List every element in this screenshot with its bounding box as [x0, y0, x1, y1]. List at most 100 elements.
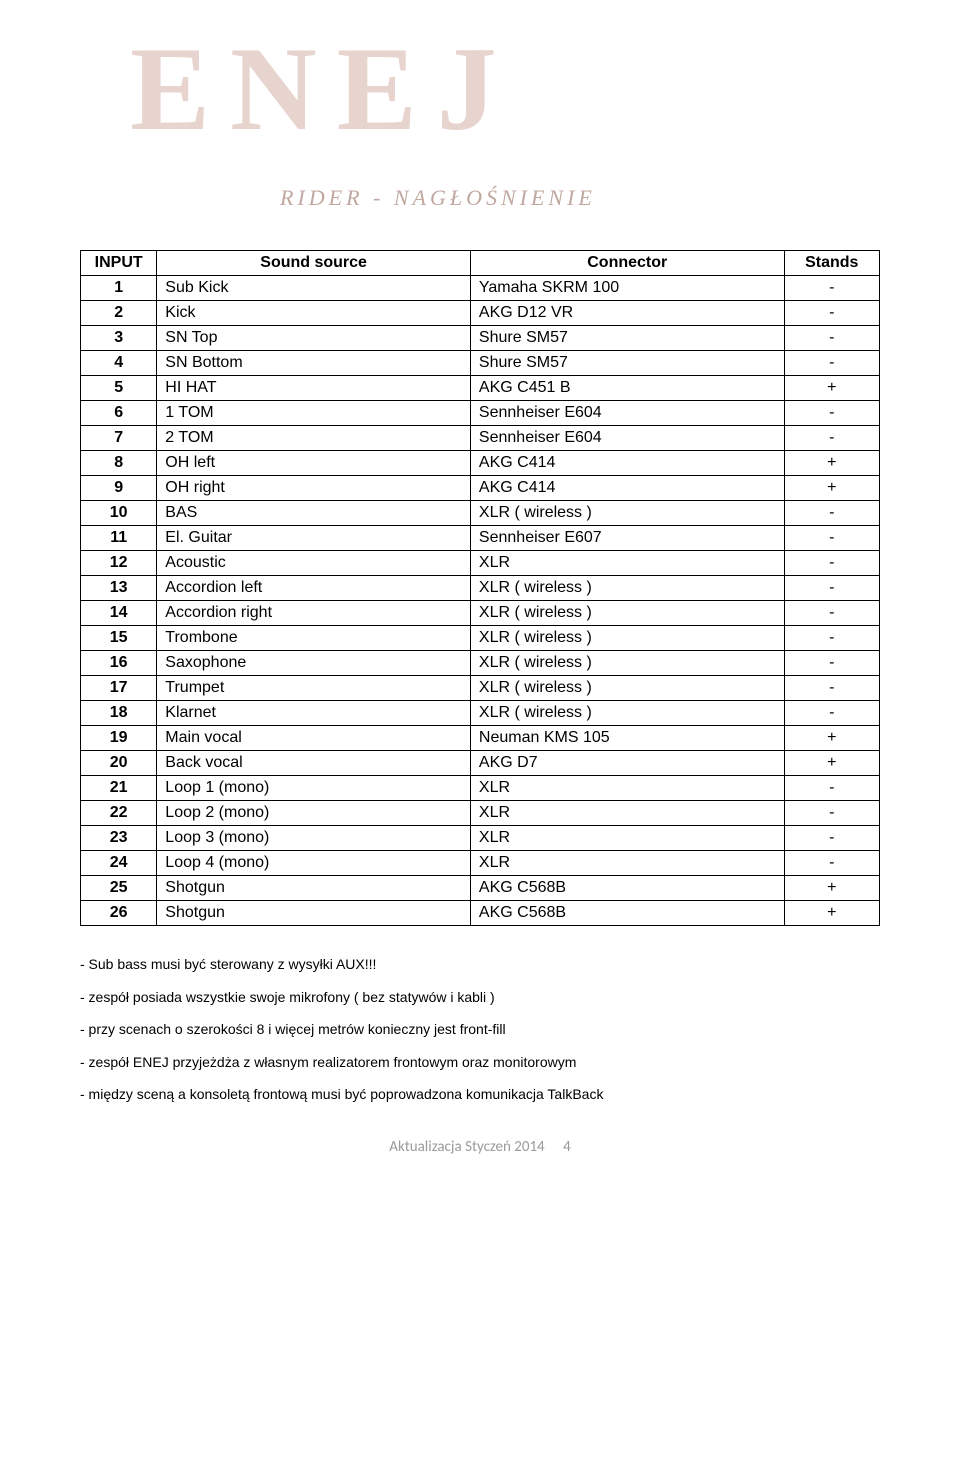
- col-connector: Connector: [470, 251, 784, 276]
- col-stands: Stands: [784, 251, 879, 276]
- table-cell: 2 TOM: [157, 426, 471, 451]
- table-cell: +: [784, 451, 879, 476]
- page-footer: Aktualizacja Styczeń 2014 4: [80, 1138, 880, 1156]
- table-cell: Shure SM57: [470, 326, 784, 351]
- table-row: 4SN BottomShure SM57-: [81, 351, 880, 376]
- note-line: - zespół posiada wszystkie swoje mikrofo…: [80, 984, 880, 1011]
- table-cell: 17: [81, 676, 157, 701]
- table-cell: SN Bottom: [157, 351, 471, 376]
- table-cell: BAS: [157, 501, 471, 526]
- table-cell: +: [784, 751, 879, 776]
- table-cell: 8: [81, 451, 157, 476]
- table-row: 19Main vocalNeuman KMS 105+: [81, 726, 880, 751]
- table-cell: -: [784, 801, 879, 826]
- table-row: 14Accordion rightXLR ( wireless )-: [81, 601, 880, 626]
- table-cell: Sennheiser E607: [470, 526, 784, 551]
- table-cell: XLR: [470, 776, 784, 801]
- table-cell: Trumpet: [157, 676, 471, 701]
- table-cell: Back vocal: [157, 751, 471, 776]
- table-cell: XLR ( wireless ): [470, 576, 784, 601]
- table-row: 17TrumpetXLR ( wireless )-: [81, 676, 880, 701]
- table-row: 20Back vocalAKG D7+: [81, 751, 880, 776]
- table-cell: -: [784, 426, 879, 451]
- table-cell: -: [784, 301, 879, 326]
- note-line: - Sub bass musi być sterowany z wysyłki …: [80, 951, 880, 978]
- document-page: ENEJ RIDER - NAGŁOŚNIENIE INPUT Sound so…: [0, 0, 960, 1186]
- table-cell: XLR ( wireless ): [470, 601, 784, 626]
- table-cell: 4: [81, 351, 157, 376]
- table-cell: 25: [81, 876, 157, 901]
- table-cell: +: [784, 876, 879, 901]
- table-row: 18KlarnetXLR ( wireless )-: [81, 701, 880, 726]
- table-cell: -: [784, 776, 879, 801]
- table-cell: 23: [81, 826, 157, 851]
- table-cell: Sub Kick: [157, 276, 471, 301]
- notes-section: - Sub bass musi być sterowany z wysyłki …: [80, 951, 880, 1108]
- table-cell: AKG C451 B: [470, 376, 784, 401]
- table-cell: AKG C568B: [470, 901, 784, 926]
- table-cell: 1 TOM: [157, 401, 471, 426]
- table-cell: -: [784, 351, 879, 376]
- table-row: 11El. GuitarSennheiser E607-: [81, 526, 880, 551]
- table-cell: 12: [81, 551, 157, 576]
- table-cell: XLR: [470, 551, 784, 576]
- table-row: 25ShotgunAKG C568B+: [81, 876, 880, 901]
- table-cell: 1: [81, 276, 157, 301]
- table-cell: 24: [81, 851, 157, 876]
- table-cell: Kick: [157, 301, 471, 326]
- col-input: INPUT: [81, 251, 157, 276]
- table-cell: AKG D12 VR: [470, 301, 784, 326]
- table-row: 3SN TopShure SM57-: [81, 326, 880, 351]
- table-cell: -: [784, 576, 879, 601]
- table-row: 2KickAKG D12 VR-: [81, 301, 880, 326]
- table-cell: XLR ( wireless ): [470, 501, 784, 526]
- table-cell: Main vocal: [157, 726, 471, 751]
- table-cell: -: [784, 401, 879, 426]
- table-cell: 18: [81, 701, 157, 726]
- table-row: 61 TOMSennheiser E604-: [81, 401, 880, 426]
- table-cell: Accordion left: [157, 576, 471, 601]
- table-cell: 2: [81, 301, 157, 326]
- table-row: 24Loop 4 (mono)XLR-: [81, 851, 880, 876]
- table-cell: Loop 1 (mono): [157, 776, 471, 801]
- table-cell: -: [784, 526, 879, 551]
- table-cell: 6: [81, 401, 157, 426]
- table-cell: El. Guitar: [157, 526, 471, 551]
- table-cell: -: [784, 601, 879, 626]
- note-line: - zespół ENEJ przyjeżdża z własnym reali…: [80, 1049, 880, 1076]
- table-cell: 11: [81, 526, 157, 551]
- table-header-row: INPUT Sound source Connector Stands: [81, 251, 880, 276]
- input-list-table: INPUT Sound source Connector Stands 1Sub…: [80, 250, 880, 926]
- table-row: 13Accordion leftXLR ( wireless )-: [81, 576, 880, 601]
- table-cell: XLR ( wireless ): [470, 701, 784, 726]
- logo-header: ENEJ RIDER - NAGŁOŚNIENIE: [80, 30, 880, 230]
- table-cell: AKG C414: [470, 476, 784, 501]
- table-cell: Saxophone: [157, 651, 471, 676]
- table-row: 5HI HATAKG C451 B+: [81, 376, 880, 401]
- table-cell: 19: [81, 726, 157, 751]
- table-cell: 10: [81, 501, 157, 526]
- table-cell: Sennheiser E604: [470, 426, 784, 451]
- logo-sub-text: RIDER - NAGŁOŚNIENIE: [280, 185, 596, 211]
- table-row: 15TromboneXLR ( wireless )-: [81, 626, 880, 651]
- table-cell: XLR ( wireless ): [470, 676, 784, 701]
- table-cell: Neuman KMS 105: [470, 726, 784, 751]
- table-cell: +: [784, 726, 879, 751]
- table-cell: +: [784, 376, 879, 401]
- table-cell: OH right: [157, 476, 471, 501]
- table-cell: AKG C568B: [470, 876, 784, 901]
- table-cell: Loop 2 (mono): [157, 801, 471, 826]
- table-cell: Yamaha SKRM 100: [470, 276, 784, 301]
- table-row: 26ShotgunAKG C568B+: [81, 901, 880, 926]
- table-cell: Loop 4 (mono): [157, 851, 471, 876]
- table-cell: SN Top: [157, 326, 471, 351]
- table-cell: Accordion right: [157, 601, 471, 626]
- table-cell: AKG D7: [470, 751, 784, 776]
- table-row: 8OH leftAKG C414+: [81, 451, 880, 476]
- table-cell: +: [784, 901, 879, 926]
- table-cell: 9: [81, 476, 157, 501]
- table-cell: 16: [81, 651, 157, 676]
- table-cell: Klarnet: [157, 701, 471, 726]
- table-cell: 14: [81, 601, 157, 626]
- logo-main-text: ENEJ: [130, 30, 517, 158]
